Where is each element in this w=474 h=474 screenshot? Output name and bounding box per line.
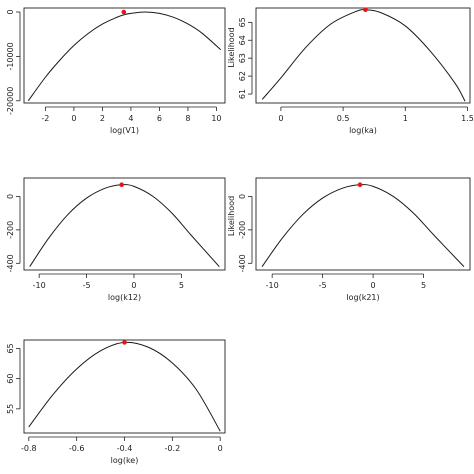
likelihood-profile-line	[261, 184, 465, 267]
x-axis-label: log(k12)	[108, 293, 141, 302]
x-axis-label: log(k21)	[346, 293, 379, 302]
x-tick-label: 5	[179, 281, 184, 290]
optimum-point	[121, 9, 127, 15]
x-tick-label: 5	[421, 281, 426, 290]
plot-frame	[23, 339, 226, 434]
y-tick-label: 55	[6, 404, 15, 414]
x-axis-label: log(V1)	[110, 126, 139, 135]
x-tick-label: -0.6	[69, 444, 85, 453]
x-axis-label: log(ka)	[349, 126, 377, 135]
plot-frame	[23, 177, 226, 271]
plot-frame	[255, 7, 471, 104]
y-tick-label: 63	[238, 53, 247, 63]
y-tick-label: 64	[238, 35, 247, 45]
x-tick-label: 0	[71, 114, 76, 123]
x-tick-label: 4	[128, 114, 133, 123]
x-tick-label: -10	[266, 281, 279, 290]
x-tick-label: 8	[185, 114, 190, 123]
y-tick-label: 60	[6, 374, 15, 384]
x-axis-label: log(ke)	[111, 456, 139, 465]
x-tick-label: -0.8	[21, 444, 37, 453]
y-axis-label: Likelihood	[227, 196, 236, 236]
y-tick-label: 62	[238, 71, 247, 81]
x-tick-label: 0	[131, 281, 136, 290]
x-tick-label: -0.2	[165, 444, 181, 453]
optimum-point	[357, 182, 363, 187]
plot-frame	[255, 177, 471, 271]
x-tick-label: 2	[100, 114, 105, 123]
x-tick-label: 6	[157, 114, 162, 123]
profile-panel-3: -10 -5 0 5 log(k12) -400 -200 0	[6, 177, 226, 302]
x-tick-label: -5	[319, 281, 327, 290]
y-tick-label: 0	[6, 194, 15, 199]
y-tick-label: -10000	[6, 42, 15, 70]
profile-panel-1: -2 0 2 4 6 8 10 log(V1) -20000 -10000 0	[6, 7, 226, 135]
likelihood-profile-line	[28, 341, 221, 432]
likelihood-profile-line	[261, 9, 466, 102]
y-tick-label: 61	[238, 89, 247, 99]
optimum-point	[119, 182, 124, 187]
x-tick-label: 0	[278, 114, 283, 123]
y-tick-label: -400	[238, 254, 247, 272]
x-tick-label: 10	[211, 114, 221, 123]
y-tick-label: 0	[238, 194, 247, 199]
x-tick-label: 0	[218, 444, 223, 453]
y-tick-label: 0	[6, 9, 15, 14]
y-tick-label: 65	[238, 17, 247, 27]
y-axis-label: Likelihood	[227, 27, 236, 67]
likelihood-profile-line	[29, 184, 220, 267]
y-tick-label: -200	[238, 221, 247, 239]
x-tick-label: -0.4	[117, 444, 133, 453]
x-tick-label: 1	[403, 114, 408, 123]
y-tick-label: -200	[6, 221, 15, 239]
likelihood-profile-line	[27, 11, 222, 102]
y-tick-label: 65	[6, 343, 15, 353]
y-tick-label: -20000	[6, 87, 15, 115]
x-tick-label: -2	[41, 114, 49, 123]
x-tick-label: -5	[83, 281, 91, 290]
x-tick-label: 1.5	[461, 114, 474, 123]
plot-frame	[23, 7, 226, 104]
y-tick-label: -400	[6, 254, 15, 272]
x-tick-label: 0.5	[337, 114, 350, 123]
x-tick-label: -10	[33, 281, 46, 290]
optimum-point	[363, 7, 368, 13]
profile-panel-5: -0.8 -0.6 -0.4 -0.2 0 log(ke) 55 60 65	[6, 339, 226, 465]
x-tick-label: 0	[371, 281, 376, 290]
optimum-point	[122, 340, 127, 345]
